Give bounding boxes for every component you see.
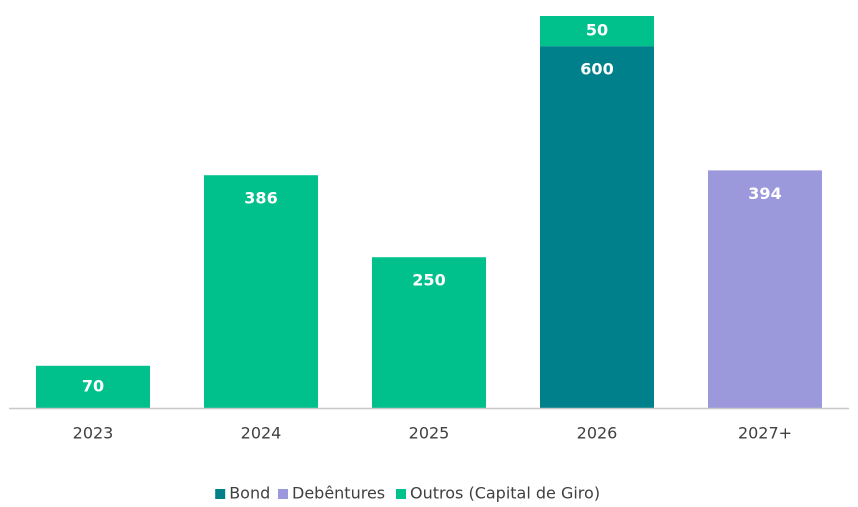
data-label: 386 — [244, 189, 277, 208]
bar-segment — [204, 175, 318, 408]
x-tick-label: 2027+ — [738, 424, 792, 443]
legend-swatch — [215, 489, 226, 499]
bar-segment — [372, 257, 486, 408]
x-tick-label: 2026 — [577, 424, 618, 443]
legend-swatch — [396, 489, 406, 499]
bar-segment — [36, 365, 150, 408]
bar-segment — [708, 170, 822, 408]
legend-label: Debêntures — [292, 484, 385, 503]
x-tick-label: 2023 — [73, 424, 114, 443]
x-tick-label: 2025 — [409, 424, 450, 443]
legend-swatch — [278, 489, 288, 499]
legend-label: Bond — [229, 484, 270, 503]
data-label: 250 — [412, 271, 445, 290]
data-label: 600 — [580, 60, 613, 79]
bar-segment — [540, 16, 654, 47]
data-label: 70 — [82, 376, 104, 395]
x-tick-label: 2024 — [241, 424, 282, 443]
data-label: 394 — [748, 184, 781, 203]
legend-label: Outros (Capital de Giro) — [410, 484, 600, 503]
data-label: 50 — [586, 21, 608, 40]
bar-segment — [540, 46, 654, 409]
